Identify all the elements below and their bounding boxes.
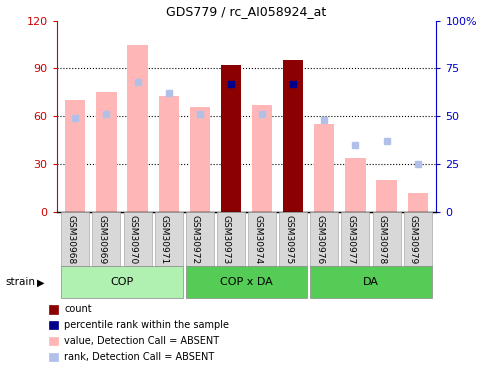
- Title: GDS779 / rc_AI058924_at: GDS779 / rc_AI058924_at: [166, 5, 327, 18]
- Text: GSM30979: GSM30979: [409, 214, 418, 264]
- Bar: [186, 212, 214, 266]
- Text: ▶: ▶: [37, 278, 44, 287]
- Bar: [186, 266, 307, 298]
- Text: GSM30968: GSM30968: [67, 214, 75, 264]
- Bar: [283, 60, 303, 212]
- Bar: [408, 193, 428, 212]
- Bar: [159, 96, 179, 212]
- Bar: [310, 266, 432, 298]
- Bar: [373, 212, 400, 266]
- Text: rank, Detection Call = ABSENT: rank, Detection Call = ABSENT: [64, 352, 214, 362]
- Bar: [252, 105, 272, 212]
- Text: value, Detection Call = ABSENT: value, Detection Call = ABSENT: [64, 336, 219, 346]
- Bar: [377, 180, 397, 212]
- Text: GSM30974: GSM30974: [253, 214, 262, 264]
- Bar: [345, 158, 365, 212]
- Bar: [61, 266, 183, 298]
- Text: GSM30969: GSM30969: [98, 214, 106, 264]
- Text: GSM30976: GSM30976: [316, 214, 324, 264]
- Text: DA: DA: [363, 277, 379, 287]
- Bar: [217, 212, 245, 266]
- Bar: [221, 65, 241, 212]
- Bar: [279, 212, 307, 266]
- Text: GSM30970: GSM30970: [129, 214, 138, 264]
- Bar: [190, 106, 210, 212]
- Text: percentile rank within the sample: percentile rank within the sample: [64, 320, 229, 330]
- Bar: [248, 212, 276, 266]
- Bar: [93, 212, 120, 266]
- Text: GSM30978: GSM30978: [378, 214, 387, 264]
- Bar: [124, 212, 152, 266]
- Text: COP x DA: COP x DA: [220, 277, 273, 287]
- Text: GSM30972: GSM30972: [191, 214, 200, 264]
- Text: COP: COP: [110, 277, 134, 287]
- Text: strain: strain: [5, 278, 35, 287]
- Bar: [341, 212, 369, 266]
- Bar: [155, 212, 183, 266]
- Bar: [65, 100, 85, 212]
- Text: GSM30973: GSM30973: [222, 214, 231, 264]
- Bar: [128, 45, 148, 212]
- Bar: [96, 92, 116, 212]
- Text: GSM30977: GSM30977: [347, 214, 355, 264]
- Text: count: count: [64, 304, 92, 314]
- Bar: [310, 212, 338, 266]
- Text: GSM30975: GSM30975: [284, 214, 293, 264]
- Bar: [404, 212, 432, 266]
- Bar: [314, 124, 334, 212]
- Text: GSM30971: GSM30971: [160, 214, 169, 264]
- Bar: [61, 212, 89, 266]
